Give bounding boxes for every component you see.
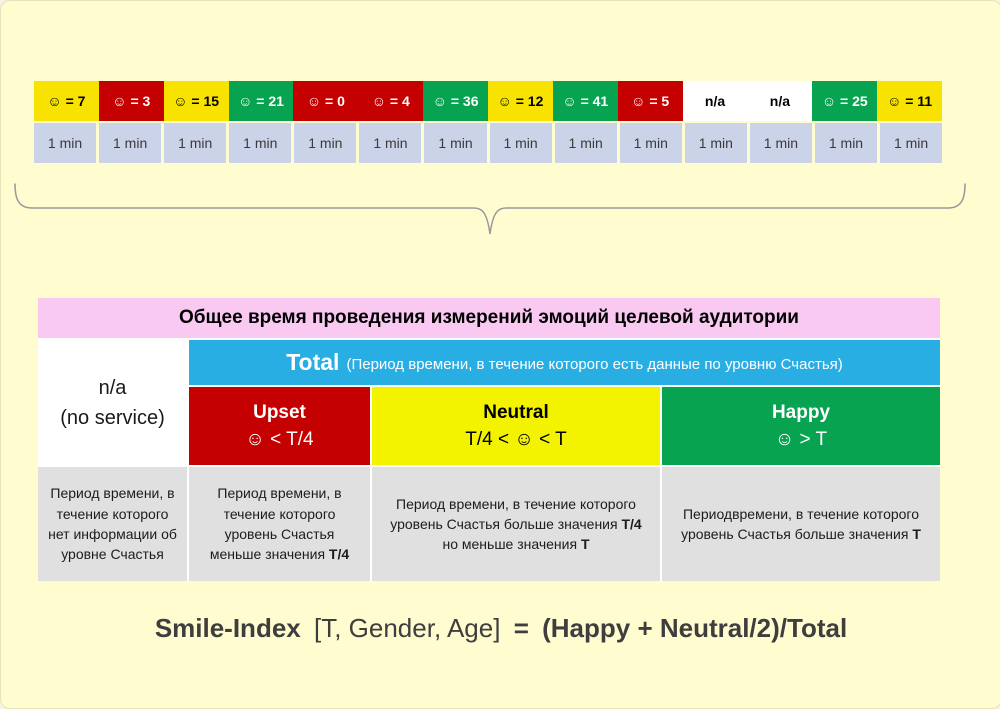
description-bold: Т/4 bbox=[621, 515, 642, 532]
description-text: Период времени, в течение которого нет и… bbox=[48, 485, 177, 563]
category-happy-header: Happy ☺ > T bbox=[662, 387, 940, 465]
duration-cell: 1 min bbox=[749, 123, 812, 163]
duration-cell: 1 min bbox=[619, 123, 682, 163]
na-sublabel: (no service) bbox=[60, 406, 165, 429]
na-description: Период времени, в течение которого нет и… bbox=[38, 467, 187, 581]
category-upset-description: Период времени, в течение которого урове… bbox=[189, 467, 370, 581]
smiley-value-cell: ☺ = 36 bbox=[423, 81, 489, 121]
smiley-value-cell: ☺ = 5 bbox=[617, 81, 683, 121]
smiley-values-row: ☺ = 7 ☺ = 3 ☺ = 15 ☺ = 21 ☺ = 0 ☺ = 4 ☺ … bbox=[34, 81, 943, 121]
na-label: n/a bbox=[98, 376, 127, 399]
description-segment: Периодвремени, в течение которого уровен… bbox=[681, 505, 920, 542]
category-neutral-description: Период времени, в течение которого урове… bbox=[372, 467, 660, 581]
formula-args: [T, Gender, Age] bbox=[313, 613, 501, 643]
category-formula: T/4 < ☺ < T bbox=[465, 428, 567, 450]
duration-cell: 1 min bbox=[424, 123, 487, 163]
description-segment: Период времени, в течение которого урове… bbox=[390, 495, 636, 532]
description-bold: Т bbox=[580, 536, 590, 553]
duration-cell: 1 min bbox=[880, 123, 943, 163]
description-text: Период времени, в течение которого урове… bbox=[199, 483, 360, 564]
description-segment: но меньше значения bbox=[442, 536, 581, 553]
duration-cell: 1 min bbox=[359, 123, 422, 163]
description-bold: Т bbox=[912, 526, 921, 542]
description-bold: Т/4 bbox=[328, 546, 350, 563]
duration-cell: 1 min bbox=[684, 123, 747, 163]
description-segment: Период времени, в течение которого урове… bbox=[209, 485, 342, 563]
category-happy-description: Периодвремени, в течение которого уровен… bbox=[662, 467, 940, 581]
duration-cell: 1 min bbox=[34, 123, 97, 163]
smiley-value-cell: ☺ = 0 bbox=[293, 81, 359, 121]
formula-equals: = bbox=[513, 613, 529, 643]
description-text: Период времени, в течение которого урове… bbox=[382, 494, 650, 555]
duration-cell: 1 min bbox=[554, 123, 617, 163]
total-note: (Период времени, в течение которого есть… bbox=[346, 355, 843, 373]
duration-row: 1 min 1 min 1 min 1 min 1 min 1 min 1 mi… bbox=[34, 123, 943, 163]
duration-cell: 1 min bbox=[164, 123, 227, 163]
smiley-value-cell: ☺ = 4 bbox=[358, 81, 424, 121]
smiley-value-cell: ☺ = 3 bbox=[98, 81, 164, 121]
category-neutral-header: Neutral T/4 < ☺ < T bbox=[372, 387, 660, 465]
duration-cell: 1 min bbox=[489, 123, 552, 163]
smiley-value-cell: ☺ = 15 bbox=[163, 81, 229, 121]
category-name: Upset bbox=[253, 401, 306, 423]
total-label: Total bbox=[286, 349, 340, 375]
formula-name: Smile-Index bbox=[154, 613, 301, 643]
duration-cell: 1 min bbox=[814, 123, 878, 163]
curly-brace-icon bbox=[14, 183, 966, 235]
smiley-value-cell: n/a bbox=[747, 81, 813, 121]
formula-result: (Happy + Neutral/2)/Total bbox=[542, 613, 848, 643]
category-formula: ☺ < T/4 bbox=[245, 428, 314, 450]
category-formula: ☺ > T bbox=[774, 428, 828, 450]
smiley-value-cell: ☺ = 7 bbox=[34, 81, 99, 121]
smiley-value-cell: ☺ = 41 bbox=[552, 81, 618, 121]
total-header: Total (Период времени, в течение которог… bbox=[189, 340, 940, 385]
duration-cell: 1 min bbox=[99, 123, 162, 163]
duration-cell: 1 min bbox=[294, 123, 357, 163]
category-name: Neutral bbox=[483, 401, 549, 423]
description-text: Периодвремени, в течение которого уровен… bbox=[672, 504, 930, 545]
smiley-value-cell: ☺ = 25 bbox=[812, 81, 878, 121]
summary-table: Общее время проведения измерений эмоций … bbox=[38, 298, 940, 581]
table-title: Общее время проведения измерений эмоций … bbox=[38, 298, 940, 338]
smiley-value-cell: ☺ = 12 bbox=[488, 81, 553, 121]
duration-cell: 1 min bbox=[229, 123, 292, 163]
category-upset-header: Upset ☺ < T/4 bbox=[189, 387, 370, 465]
smiley-value-cell: n/a bbox=[682, 81, 748, 121]
na-cell: n/a (no service) bbox=[38, 340, 187, 465]
smile-index-formula: Smile-Index [T, Gender, Age] = (Happy + … bbox=[1, 613, 1000, 644]
smiley-value-cell: ☺ = 11 bbox=[877, 81, 943, 121]
category-name: Happy bbox=[771, 401, 831, 423]
smiley-value-cell: ☺ = 21 bbox=[228, 81, 294, 121]
